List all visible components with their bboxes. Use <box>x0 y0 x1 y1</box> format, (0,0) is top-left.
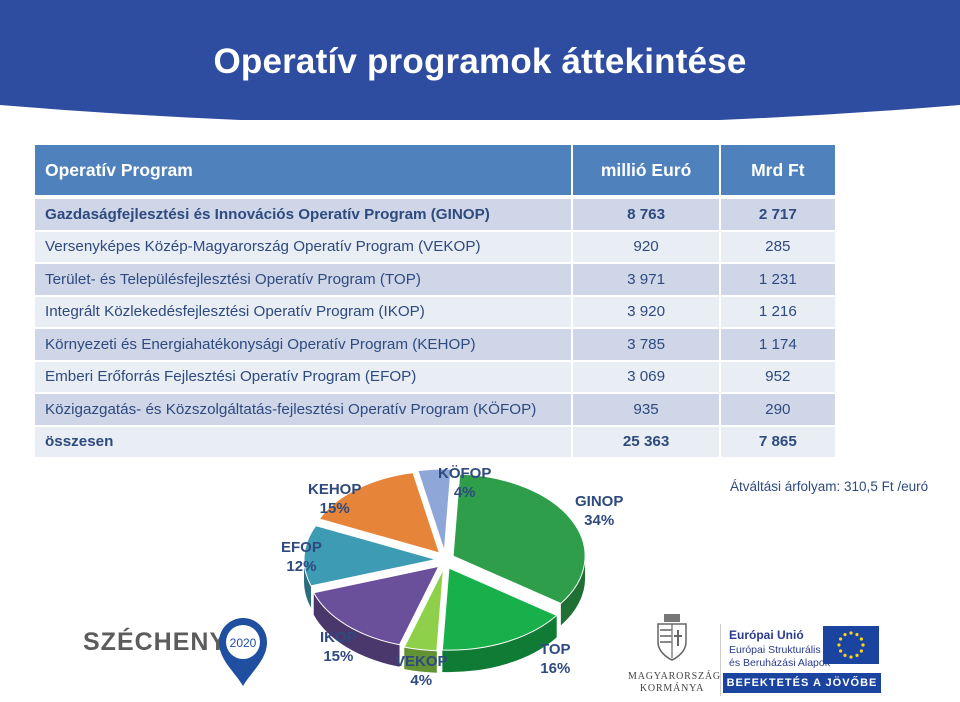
eu-star-icon <box>855 633 859 637</box>
gov-name-line2: KORMÁNYA <box>639 683 705 694</box>
header-background <box>0 0 960 120</box>
amount-bnft: 1 216 <box>720 294 835 327</box>
szechenyi-2020-logo-icon: 2020 <box>219 618 267 686</box>
amount-meur: 920 <box>573 229 721 262</box>
pie-label-ikop-name: IKOP <box>320 629 357 646</box>
pie-slice-köfop <box>417 468 452 552</box>
pie-slice-ginop <box>452 473 586 604</box>
amount-meur: 3 069 <box>573 359 721 392</box>
program-name: Környezeti és Energiahatékonysági Operat… <box>35 327 574 360</box>
eu-star-icon <box>843 653 847 657</box>
pie-label-kofop-name: KÖFOP <box>438 465 492 482</box>
program-name: Közigazgatás- és Közszolgáltatás-fejlesz… <box>35 392 574 425</box>
table-row: Versenyképes Közép-Magyarország Operatív… <box>35 229 835 262</box>
eu-subtitle-line1: Európai Strukturális <box>729 644 821 656</box>
column-header-program: Operatív Program <box>35 145 574 195</box>
eu-star-icon <box>849 655 853 659</box>
program-name: Terület- és Településfejlesztési Operatí… <box>35 262 574 295</box>
program-name: Integrált Közlekedésfejlesztési Operatív… <box>35 294 574 327</box>
amount-meur: 8 763 <box>573 195 721 230</box>
pie-label-ginop-name: GINOP <box>575 493 624 510</box>
eu-star-icon <box>843 633 847 637</box>
szechenyi-logo-text: SZÉCHENYI <box>83 628 236 656</box>
amount-meur: 3 920 <box>573 294 721 327</box>
eu-subtitle-line2: és Beruházási Alapok <box>729 657 830 669</box>
pie-slice-top <box>441 567 558 651</box>
pie-label-vekop-name: VEKOP <box>395 653 448 670</box>
table-header-row: Operatív Program millió Euró Mrd Ft <box>35 145 835 195</box>
eu-star-icon <box>839 637 843 641</box>
pie-label-top-name: TOP <box>540 641 571 658</box>
eu-star-icon <box>859 649 863 653</box>
pie-slice-side-ikop <box>313 592 400 667</box>
pie-label-kofop-pct: 4% <box>453 484 476 501</box>
pie-label-efop-pct: 12% <box>286 558 317 575</box>
eu-star-icon <box>839 649 843 653</box>
pie-label-vekop: VEKOP 4% <box>395 652 448 690</box>
eu-star-icon <box>855 653 859 657</box>
eu-star-icon <box>837 643 841 647</box>
pie-label-kehop-name: KEHOP <box>308 481 362 498</box>
program-share-pie-chart <box>303 468 586 673</box>
eu-flag-icon <box>823 626 879 664</box>
total-label: összesen <box>35 424 574 457</box>
table-total-row: összesen 25 363 7 865 <box>35 424 835 457</box>
program-name: Emberi Erőforrás Fejlesztési Operatív Pr… <box>35 359 574 392</box>
gov-name-line1: MAGYARORSZÁG <box>628 671 721 682</box>
pie-slice-vekop <box>403 568 444 652</box>
pie-slice-kehop <box>318 472 441 554</box>
pie-label-vekop-pct: 4% <box>410 672 433 689</box>
total-meur: 25 363 <box>573 424 721 457</box>
pie-slice-ikop <box>312 565 440 646</box>
pie-label-ginop-pct: 34% <box>584 512 615 529</box>
pie-label-top: TOP 16% <box>540 640 571 678</box>
logo-divider <box>720 624 721 696</box>
table-row: Környezeti és Energiahatékonysági Operat… <box>35 327 835 360</box>
pie-slice-efop <box>303 525 437 587</box>
amount-meur: 935 <box>573 392 721 425</box>
eu-title: Európai Unió <box>729 628 804 642</box>
exchange-rate-note: Átváltási árfolyam: 310,5 Ft /euró <box>730 479 929 494</box>
table-row: Közigazgatás- és Közszolgáltatás-fejlesz… <box>35 392 835 425</box>
total-bnft: 7 865 <box>720 424 835 457</box>
amount-meur: 3 971 <box>573 262 721 295</box>
column-header-billion-ft: Mrd Ft <box>720 145 835 195</box>
program-name: Versenyképes Közép-Magyarország Operatív… <box>35 229 574 262</box>
pie-label-kofop: KÖFOP 4% <box>438 464 491 502</box>
page-title: Operatív programok áttekintése <box>213 42 747 81</box>
pie-label-ikop-pct: 15% <box>323 648 354 665</box>
eu-star-icon <box>859 637 863 641</box>
pie-label-kehop: KEHOP 15% <box>308 480 361 518</box>
table-row: Integrált Közlekedésfejlesztési Operatív… <box>35 294 835 327</box>
amount-bnft: 285 <box>720 229 835 262</box>
programs-table: Operatív Program millió Euró Mrd Ft Gazd… <box>35 145 835 457</box>
amount-bnft: 1 174 <box>720 327 835 360</box>
table-row: Emberi Erőforrás Fejlesztési Operatív Pr… <box>35 359 835 392</box>
pie-label-ikop: IKOP 15% <box>320 628 357 666</box>
eu-star-icon <box>861 643 865 647</box>
amount-bnft: 2 717 <box>720 195 835 230</box>
pie-label-top-pct: 16% <box>540 660 571 677</box>
pie-slice-side-efop <box>304 559 312 608</box>
pie-slice-side-top <box>442 615 557 673</box>
hungarian-government-name: MAGYARORSZÁG KORMÁNYA <box>628 671 721 695</box>
amount-bnft: 290 <box>720 392 835 425</box>
table-row: Terület- és Településfejlesztési Operatí… <box>35 262 835 295</box>
eu-slogan-banner: BEFEKTETÉS A JÖVŐBE <box>723 673 881 693</box>
amount-bnft: 952 <box>720 359 835 392</box>
pie-label-kehop-pct: 15% <box>319 500 350 517</box>
pie-label-ginop: GINOP 34% <box>575 492 623 530</box>
eu-star-icon <box>849 631 853 635</box>
column-header-million-euro: millió Euró <box>573 145 721 195</box>
hungarian-government-logo: MAGYARORSZÁG KORMÁNYA <box>628 612 721 695</box>
program-name: Gazdaságfejlesztési és Innovációs Operat… <box>35 195 574 230</box>
table-row: Gazdaságfejlesztési és Innovációs Operat… <box>35 195 835 230</box>
pie-slice-side-vekop <box>404 647 437 673</box>
pie-label-efop: EFOP 12% <box>281 538 322 576</box>
szechenyi-year: 2020 <box>230 636 257 650</box>
pie-label-efop-name: EFOP <box>281 539 322 556</box>
hungarian-coat-of-arms-icon <box>657 614 687 661</box>
amount-bnft: 1 231 <box>720 262 835 295</box>
amount-meur: 3 785 <box>573 327 721 360</box>
